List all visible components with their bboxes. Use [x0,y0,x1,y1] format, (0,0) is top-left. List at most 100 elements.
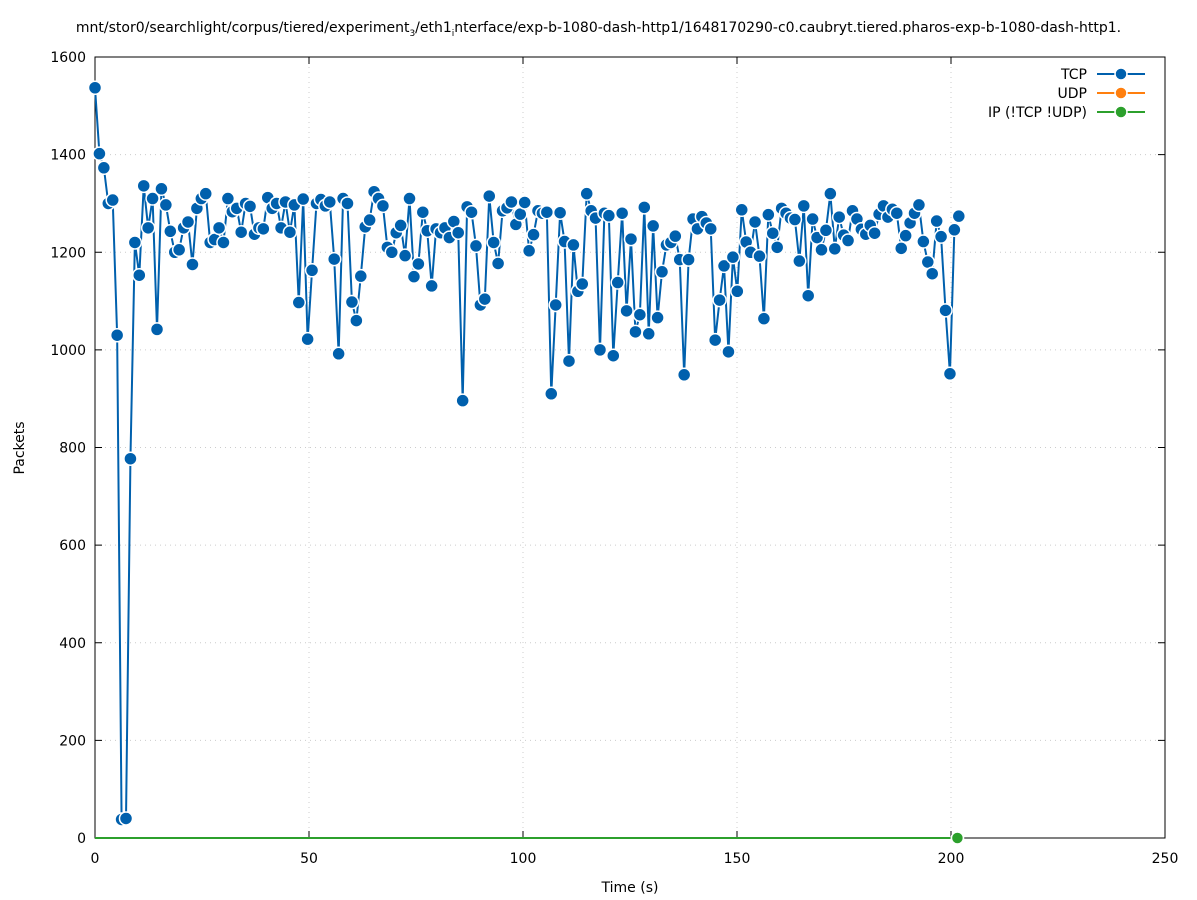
legend-marker [1114,86,1128,100]
chart-title: mnt/stor0/searchlight/corpus/tiered/expe… [75,20,1122,39]
tcp-point [681,252,696,267]
tcp-point [242,199,258,214]
y-tick-label: 1600 [50,50,86,66]
tcp-point [792,253,807,269]
tcp-point [322,194,338,210]
tcp-point [752,248,767,264]
tcp-point [730,284,745,299]
tcp-point [645,218,661,234]
tcp-point [765,225,781,241]
y-tick-label: 1200 [50,245,86,261]
tcp-point [384,245,400,260]
legend-label: IP (!TCP !UDP) [988,105,1087,121]
tcp-point [632,307,648,322]
tcp-point [734,202,750,218]
tcp-point [185,257,200,272]
tcp-point [823,186,838,201]
y-tick-label: 200 [59,733,86,749]
tcp-point [220,191,236,206]
tcp-point [889,205,905,221]
tcp-point [544,386,559,402]
tcp-point [163,224,178,239]
tcp-point [331,346,346,362]
tcp-point [158,197,174,213]
tcp-point [216,235,231,250]
tcp-point [796,198,812,214]
legend: TCP UDP IP (!TCP !UDP) [988,67,1145,121]
legend-marker [1114,105,1128,119]
tcp-point [109,327,125,343]
tcp-point [362,212,377,228]
tcp-point [818,223,834,238]
tcp-point [539,204,555,220]
tcp-point [947,222,962,238]
tcp-point [721,344,736,360]
tcp-point [295,191,311,207]
y-tick-label: 800 [59,441,86,457]
tcp-point [761,207,776,222]
tcp-point [601,208,617,223]
legend-marker [1114,67,1128,81]
x-tick-label: 200 [938,851,965,867]
tcp-point [87,80,103,96]
tcp-point [149,322,165,337]
y-tick-label: 1400 [50,148,86,164]
tcp-point [92,146,107,161]
tcp-point [140,220,156,236]
tcp-point [606,348,621,363]
tcp-point [455,393,470,408]
tcp-point [592,342,608,358]
tcp-point [938,303,953,318]
tcp-point [127,235,143,250]
tcp-point [300,331,315,347]
tcp-point [787,212,803,227]
tcp-point [344,294,360,310]
tcp-point [610,275,625,290]
tcp-point [406,269,422,284]
tcp-point [105,192,120,208]
tcp-point [756,311,772,326]
tcp-point [951,208,967,224]
tcp-point [623,231,639,247]
tcp-point [402,191,417,206]
tcp-line [94,87,960,821]
series [87,80,967,845]
tcp-point [180,214,196,230]
tcp-point [911,197,927,213]
tcp-point [145,191,160,206]
tcp-point [526,227,541,242]
tcp-point [579,186,594,201]
tcp-point [827,241,843,257]
tcp-point [340,196,355,211]
tcp-point [703,221,718,237]
tcp-point [132,267,147,283]
tcp-point [171,242,187,258]
tcp-point [123,451,138,466]
tcp-point [614,205,630,221]
tcp-point [575,276,590,292]
tcp-point [477,291,493,307]
tcp-point [747,214,763,230]
y-axis-label: Packets [12,421,28,474]
tcp-point [933,229,949,244]
tcp-point [716,258,732,274]
tcp-point [650,310,665,325]
tcp-point [393,218,408,233]
x-tick-label: 100 [510,851,537,867]
x-tick-label: 250 [1152,851,1179,867]
tcp-point [676,367,692,383]
tcp-point [375,198,391,214]
axis-ticks: 0 200 400 600 800 1000 1200 1400 1600 0 50 100 150 20… [50,50,1178,867]
y-tick-label: 0 [77,831,86,847]
y-tick-label: 600 [59,538,86,554]
tcp-point [712,292,727,308]
tcp-point [118,811,134,826]
legend-label: UDP [1058,86,1087,102]
y-tick-label: 400 [59,636,86,652]
tcp-point [707,332,723,348]
tcp-point [96,160,112,176]
tcp-point [800,288,816,303]
tcp-point [397,248,413,263]
tcp-point [464,204,479,220]
